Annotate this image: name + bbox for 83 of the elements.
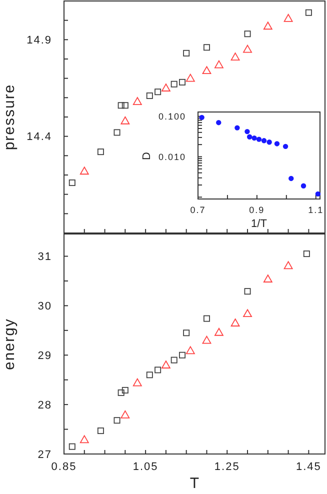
point	[68, 443, 76, 450]
x-tick-label: 1.25	[214, 461, 240, 473]
point	[315, 191, 321, 197]
point	[202, 66, 212, 74]
point	[203, 315, 210, 322]
point	[122, 386, 128, 394]
y-tick-label: 27	[38, 448, 52, 461]
point	[266, 140, 272, 145]
point	[154, 366, 162, 374]
point	[284, 14, 293, 22]
point	[284, 261, 293, 270]
point	[230, 318, 240, 326]
point	[146, 372, 153, 378]
point	[199, 114, 204, 120]
point	[118, 389, 124, 396]
point	[120, 410, 130, 418]
point	[256, 136, 262, 142]
x-tick-label: 0.7	[190, 205, 206, 215]
point	[132, 97, 142, 105]
point	[80, 166, 89, 175]
point	[243, 44, 252, 53]
point	[244, 128, 250, 134]
point	[68, 179, 76, 186]
y-tick-label: 0.010	[158, 152, 186, 162]
point	[216, 120, 222, 126]
point	[244, 30, 251, 38]
point	[146, 92, 153, 99]
y-tick-label: 0.100	[158, 111, 186, 122]
y-tick-label: 29	[38, 350, 52, 362]
point	[244, 288, 251, 295]
point	[97, 148, 104, 156]
y-axis-title: pressure	[1, 84, 18, 150]
point	[305, 9, 312, 16]
y-tick-label: 14.9	[26, 34, 52, 47]
point	[230, 52, 240, 61]
y-tick-label: 30	[38, 300, 52, 313]
y-tick-label: 28	[38, 399, 52, 412]
point	[263, 22, 272, 30]
x-axis-title: T	[190, 475, 200, 492]
point	[234, 125, 240, 130]
x-tick-label: 1.1	[308, 205, 324, 215]
point	[114, 417, 120, 424]
point	[97, 428, 104, 434]
point	[183, 50, 190, 56]
point	[170, 356, 178, 364]
point	[214, 328, 224, 336]
x-axis-title: 1/T	[251, 218, 268, 230]
point	[132, 378, 142, 386]
point	[263, 274, 272, 282]
point	[288, 176, 294, 182]
point	[120, 116, 130, 124]
point	[282, 144, 288, 150]
point	[261, 138, 267, 144]
point	[170, 80, 178, 88]
point	[252, 135, 257, 141]
point	[300, 183, 306, 188]
y-axis-title: energy	[1, 318, 18, 370]
x-tick-label: 1.45	[296, 461, 322, 473]
point	[183, 330, 190, 336]
x-tick-label: 0.85	[51, 461, 77, 473]
point	[118, 102, 124, 109]
point	[154, 88, 162, 96]
point	[162, 360, 170, 368]
point	[179, 352, 186, 358]
point	[114, 129, 120, 136]
point	[179, 78, 186, 86]
point	[162, 84, 170, 92]
point	[214, 60, 224, 68]
y-tick-label: 14.4	[26, 131, 52, 144]
point	[186, 74, 195, 82]
point	[186, 346, 195, 354]
x-tick-label: 1.05	[132, 461, 158, 473]
point	[122, 102, 128, 109]
x-tick-label: 0.9	[249, 205, 265, 215]
point	[203, 44, 210, 51]
y-tick-label: 31	[38, 251, 52, 264]
point	[303, 250, 310, 258]
point	[243, 309, 252, 318]
point	[80, 435, 89, 444]
point	[202, 336, 212, 344]
point	[274, 141, 280, 146]
y-axis-title: D	[141, 151, 153, 160]
point	[246, 134, 252, 140]
